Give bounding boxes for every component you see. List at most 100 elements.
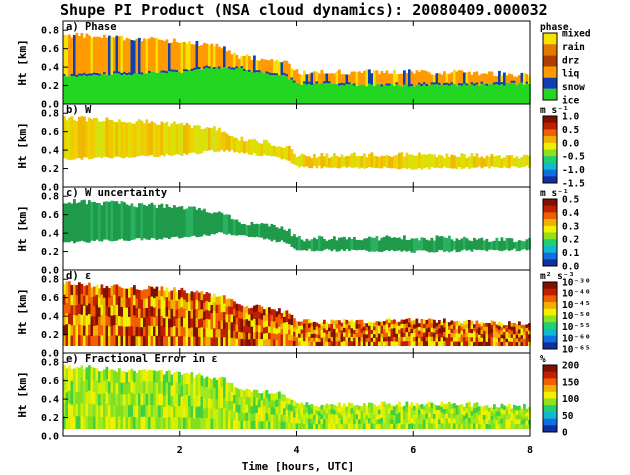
eps-cell [355, 341, 359, 347]
eps-cell [255, 311, 259, 319]
eps-cell [463, 321, 466, 326]
eps-cell [73, 284, 76, 296]
phase-cell [160, 40, 164, 73]
eps-cell [485, 338, 489, 343]
eps-cell [75, 295, 79, 306]
w-cell [88, 117, 91, 160]
colorbar-frame [542, 32, 558, 101]
eps-cell [220, 320, 224, 330]
w-cell [528, 155, 531, 168]
w-unc-cell [213, 212, 216, 235]
err-cell [128, 416, 131, 430]
phase-cell [233, 52, 236, 70]
err-cell [328, 419, 331, 425]
eps-cell [240, 312, 244, 320]
colorbar-band [543, 259, 557, 267]
colorbar-band [543, 162, 557, 170]
eps-cell [303, 332, 306, 338]
err-cell [295, 413, 299, 419]
eps-cell [135, 298, 139, 309]
err-cell [293, 411, 296, 418]
w-unc-cell [345, 239, 349, 250]
err-cell [205, 407, 209, 419]
w-cell [395, 154, 399, 169]
w-unc-cell [90, 201, 94, 241]
w-unc-cell [415, 238, 419, 251]
panel-4-data [63, 364, 531, 430]
err-cell [290, 399, 294, 406]
w-cell [70, 116, 74, 160]
phase-cell [430, 84, 434, 104]
eps-cell [133, 325, 136, 336]
err-cell [310, 418, 314, 425]
eps-cell [110, 285, 114, 297]
eps-cell [325, 326, 329, 331]
eps-cell [310, 322, 314, 327]
eps-cell [100, 284, 104, 296]
err-cell [255, 420, 259, 430]
eps-cell [245, 319, 249, 327]
colorbar-unit: m s⁻¹ [540, 105, 569, 116]
err-cell [448, 423, 451, 430]
eps-cell [495, 335, 499, 340]
eps-cell [213, 319, 216, 329]
eps-cell [388, 318, 391, 324]
err-cell [210, 408, 214, 420]
w-unc-cell [155, 208, 159, 241]
eps-cell [185, 336, 189, 347]
err-cell [363, 413, 366, 419]
err-cell [298, 413, 301, 420]
phase-cell [285, 76, 289, 104]
phase-cell [375, 70, 379, 85]
err-cell [433, 413, 436, 420]
err-cell [223, 377, 226, 389]
err-cell [198, 417, 201, 430]
w-unc-cell [333, 236, 336, 250]
err-cell [518, 424, 521, 430]
err-cell [240, 412, 244, 422]
phase-cell [315, 83, 319, 104]
eps-cell [115, 335, 119, 347]
eps-cell [120, 297, 124, 308]
eps-cell [125, 336, 129, 347]
err-cell [523, 418, 526, 425]
eps-cell [325, 341, 329, 347]
eps-cell [428, 323, 431, 329]
err-cell [190, 372, 194, 384]
err-cell [333, 423, 336, 430]
eps-cell [483, 338, 486, 343]
y-tick-label: 0.8 [41, 109, 59, 120]
err-cell [80, 378, 84, 392]
eps-cell [140, 327, 144, 337]
eps-cell [260, 313, 264, 320]
err-cell [378, 409, 381, 415]
eps-cell [143, 317, 146, 328]
err-cell [380, 412, 384, 419]
err-cell [348, 402, 351, 409]
eps-cell [290, 335, 294, 341]
phase-cell [133, 40, 136, 74]
colorbar-label: snow [562, 82, 585, 93]
phase-cell [233, 67, 236, 70]
phase-cell [333, 73, 336, 84]
eps-cell [435, 341, 439, 347]
eps-cell [375, 337, 379, 342]
eps-cell [365, 338, 369, 343]
eps-cell [145, 289, 149, 299]
eps-cell [328, 338, 331, 343]
eps-cell [528, 334, 531, 339]
phase-cell [113, 71, 116, 74]
phase-cell [83, 72, 86, 75]
err-cell [455, 409, 459, 415]
err-cell [438, 419, 441, 425]
err-cell [350, 413, 354, 419]
err-cell [403, 419, 406, 425]
eps-cell [308, 341, 311, 347]
err-cell [123, 371, 126, 384]
err-cell [408, 423, 411, 430]
err-cell [158, 416, 161, 430]
phase-cell [498, 84, 501, 104]
err-cell [393, 410, 396, 416]
eps-cell [205, 300, 209, 311]
err-cell [438, 414, 441, 420]
